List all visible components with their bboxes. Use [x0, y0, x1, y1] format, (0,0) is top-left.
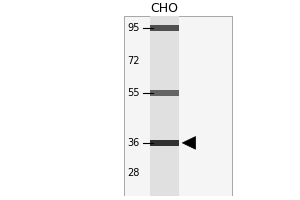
Text: 72: 72 — [127, 56, 140, 66]
Text: 55: 55 — [127, 88, 140, 98]
Text: 28: 28 — [127, 168, 140, 178]
Bar — [150, 90, 179, 96]
Text: 95: 95 — [127, 23, 140, 33]
Bar — [150, 140, 179, 146]
Text: 36: 36 — [128, 138, 140, 148]
Bar — [150, 25, 179, 31]
Polygon shape — [182, 137, 196, 149]
Bar — [150, 16, 179, 196]
Bar — [124, 16, 232, 196]
Text: CHO: CHO — [151, 2, 179, 15]
